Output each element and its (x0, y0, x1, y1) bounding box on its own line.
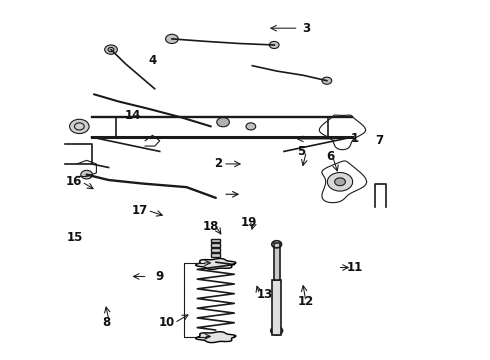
Circle shape (105, 45, 117, 54)
Text: 4: 4 (148, 54, 156, 67)
Text: 13: 13 (256, 288, 272, 301)
Text: 6: 6 (326, 150, 334, 163)
Polygon shape (196, 332, 236, 343)
Text: 17: 17 (132, 204, 148, 217)
Text: 2: 2 (214, 157, 222, 170)
Polygon shape (196, 258, 236, 269)
Circle shape (327, 172, 353, 191)
Text: 10: 10 (159, 316, 175, 329)
Circle shape (246, 123, 256, 130)
Text: 9: 9 (156, 270, 164, 283)
Circle shape (270, 41, 279, 49)
Text: 12: 12 (298, 295, 314, 308)
Circle shape (322, 77, 332, 84)
Bar (272, 280, 281, 335)
Text: 8: 8 (102, 316, 110, 329)
Text: 19: 19 (241, 216, 257, 229)
Circle shape (217, 117, 229, 127)
Circle shape (166, 34, 178, 44)
Circle shape (335, 178, 345, 186)
Text: 5: 5 (297, 145, 305, 158)
Text: 11: 11 (346, 261, 363, 274)
Text: 16: 16 (65, 175, 82, 188)
Text: 15: 15 (66, 231, 83, 244)
Text: 3: 3 (302, 22, 310, 35)
Bar (211, 253, 220, 257)
Bar (211, 248, 220, 252)
Circle shape (70, 119, 89, 134)
Text: 14: 14 (125, 109, 141, 122)
Circle shape (81, 170, 93, 179)
Bar (211, 243, 220, 247)
Bar (273, 243, 280, 280)
Text: 7: 7 (375, 134, 383, 147)
Text: 1: 1 (350, 132, 359, 145)
Text: 18: 18 (203, 220, 219, 233)
Bar (211, 239, 220, 242)
